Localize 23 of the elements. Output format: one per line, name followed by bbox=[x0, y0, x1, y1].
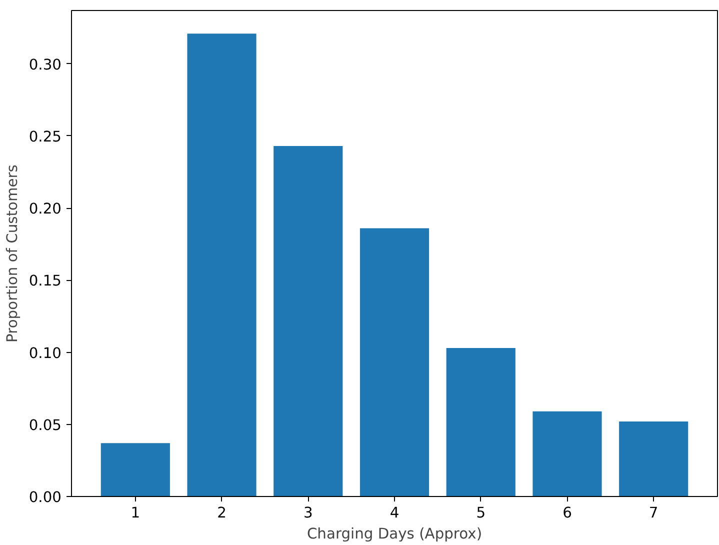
y-tick-label: 0.00 bbox=[28, 489, 62, 506]
y-tick-label: 0.25 bbox=[28, 128, 62, 146]
x-tick-label: 4 bbox=[390, 504, 400, 522]
bar bbox=[532, 411, 602, 496]
x-tick-label: 5 bbox=[476, 504, 486, 522]
x-tick-label: 1 bbox=[130, 504, 140, 522]
x-tick-label: 6 bbox=[562, 504, 572, 522]
y-tick-label: 0.30 bbox=[28, 56, 62, 74]
bar bbox=[619, 422, 688, 496]
y-tick-label: 0.20 bbox=[28, 200, 62, 218]
bar bbox=[100, 443, 170, 496]
x-tick-label: 3 bbox=[303, 504, 313, 522]
bar bbox=[360, 228, 430, 496]
x-tick-label: 2 bbox=[217, 504, 226, 522]
bar bbox=[187, 34, 256, 496]
y-tick-label: 0.10 bbox=[28, 344, 62, 362]
bar bbox=[274, 146, 343, 496]
x-tick-label: 7 bbox=[648, 504, 658, 522]
y-axis-title: Proportion of Customers bbox=[4, 164, 21, 342]
y-tick-label: 0.15 bbox=[28, 272, 62, 290]
y-tick-label: 0.05 bbox=[28, 416, 62, 434]
x-axis-title: Charging Days (Approx) bbox=[306, 526, 482, 542]
bar bbox=[446, 348, 516, 496]
